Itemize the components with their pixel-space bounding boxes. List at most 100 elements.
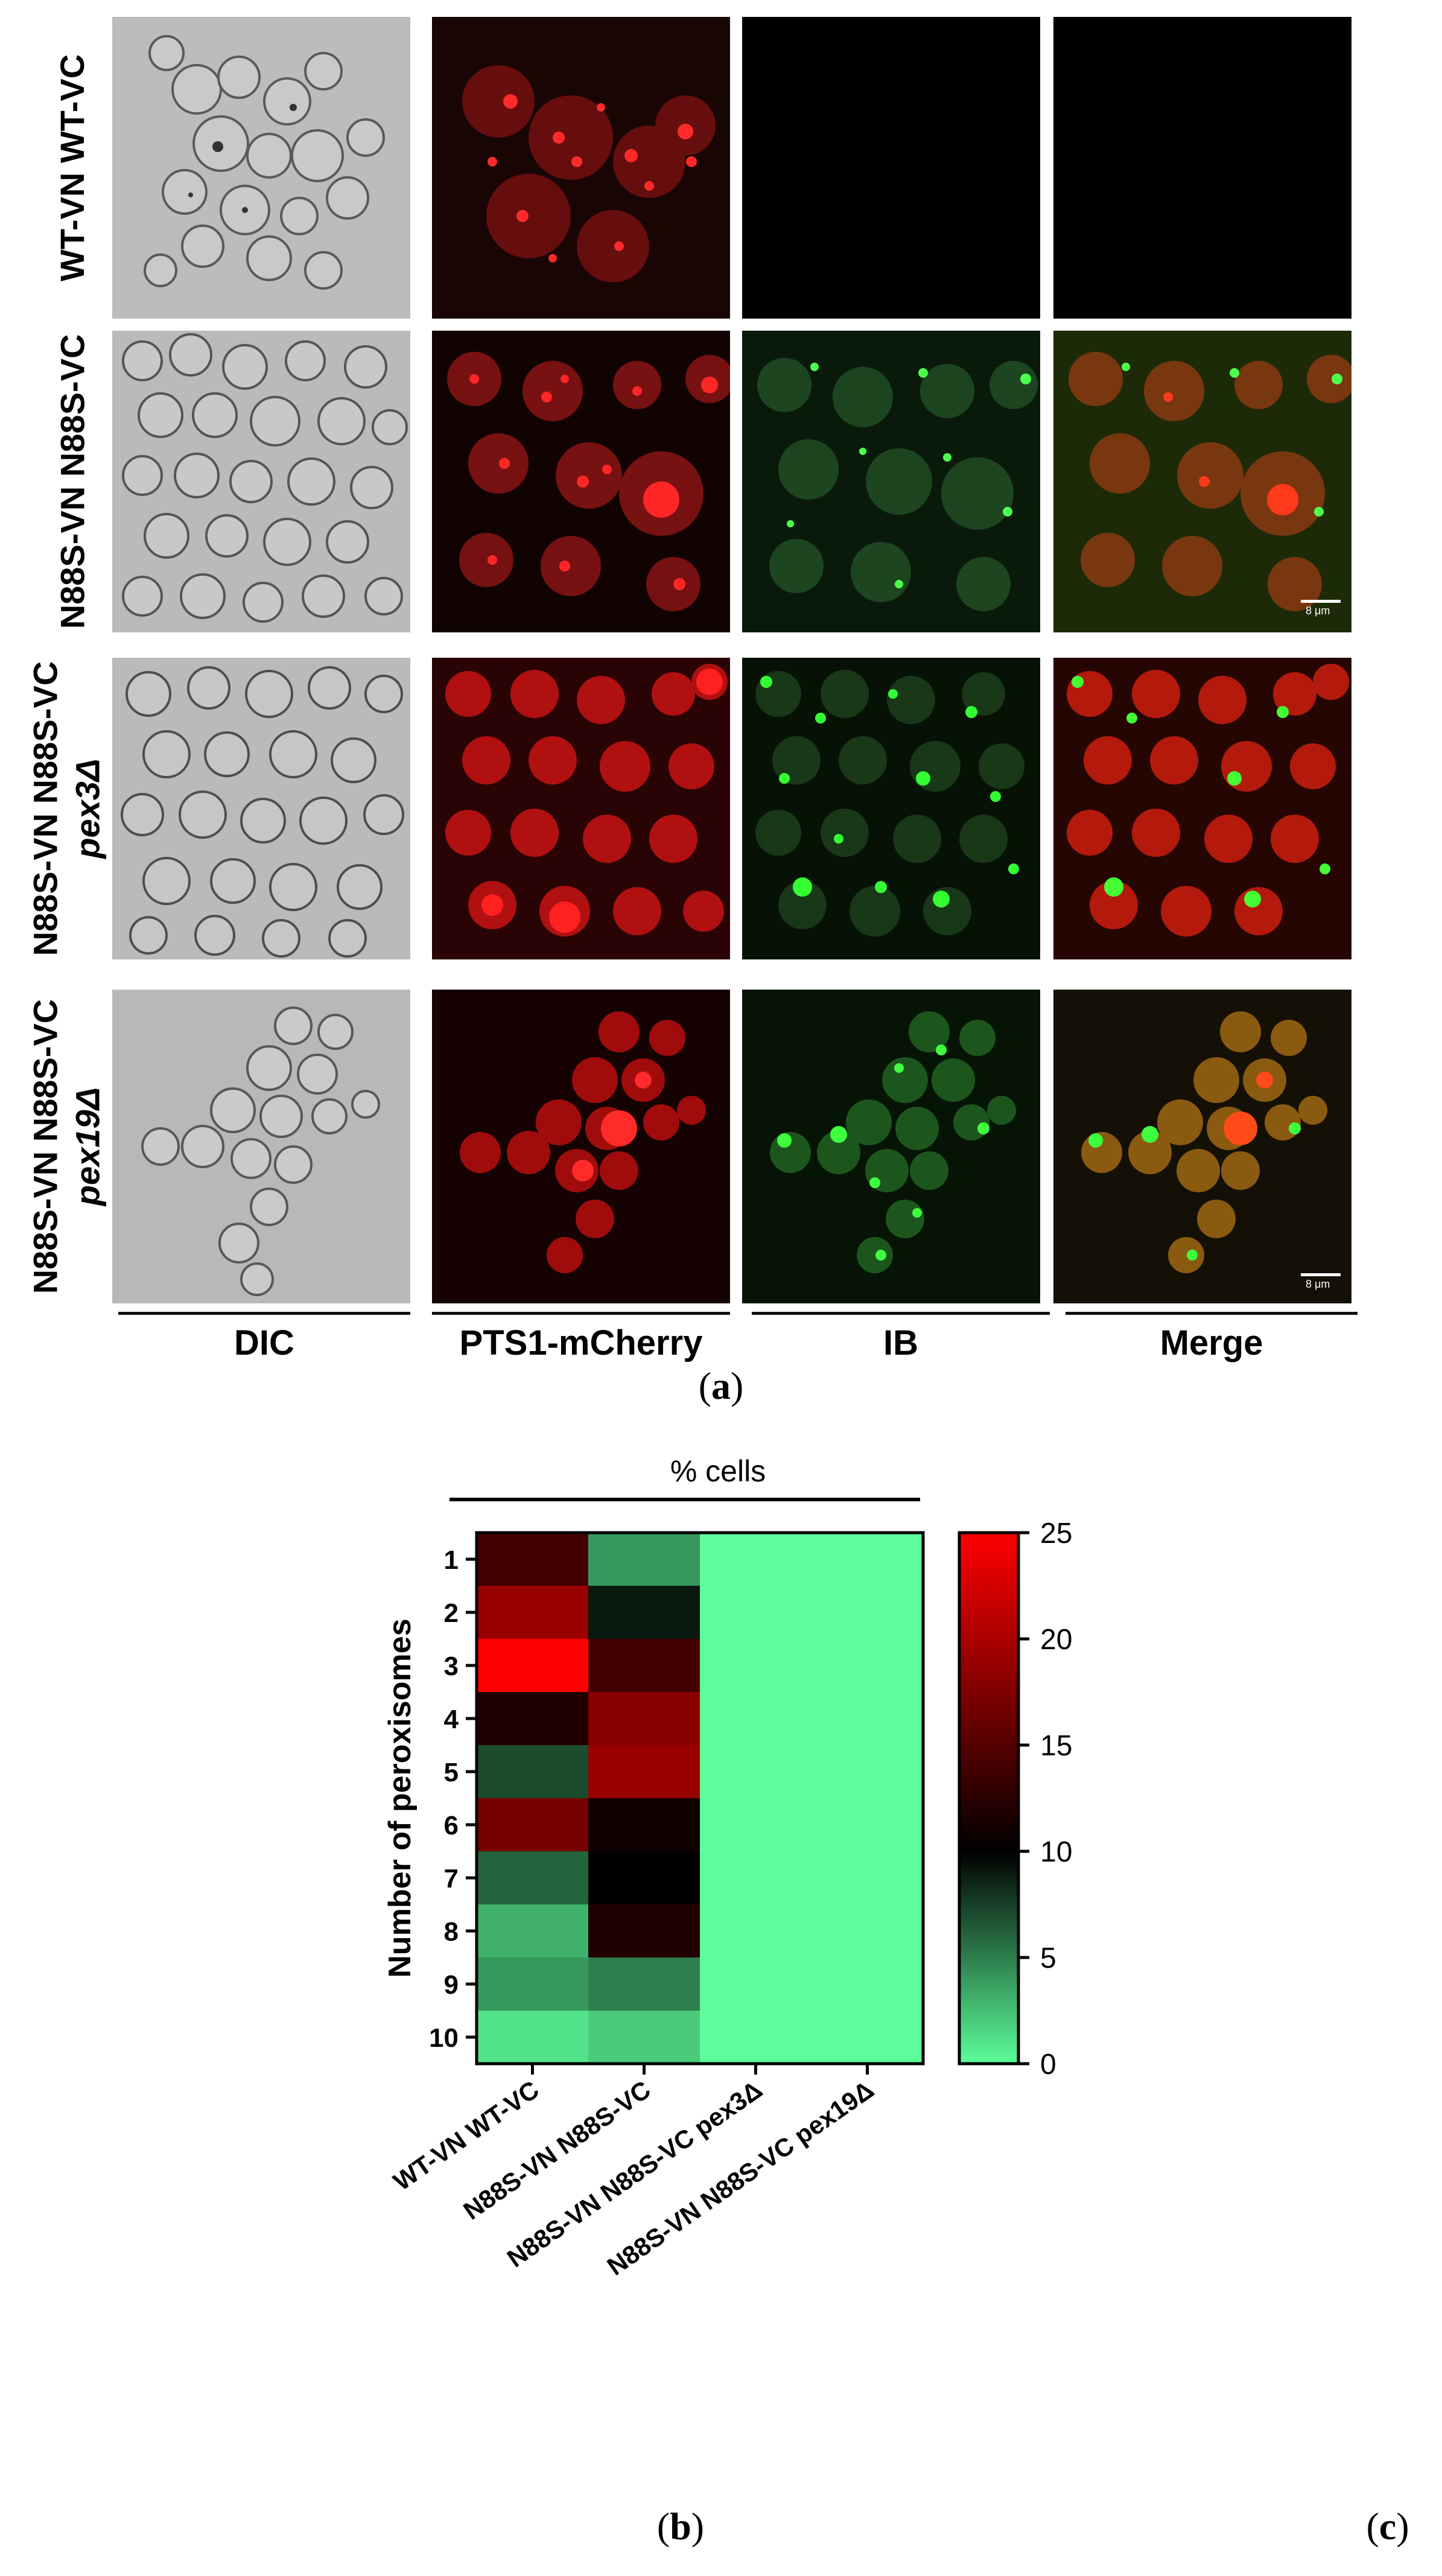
heatmap-cell xyxy=(477,1745,589,1799)
heatmap-cell xyxy=(700,1533,812,1586)
colorbar-tick-label: 25 xyxy=(1040,1518,1072,1550)
heatmap-cell xyxy=(477,1639,589,1693)
micrograph-pex3-ib xyxy=(742,658,1040,959)
heatmap-cell xyxy=(477,1586,589,1639)
ib-green-image xyxy=(742,331,1040,632)
scale-bar xyxy=(1301,600,1341,603)
micrograph-wt-ib xyxy=(742,17,1040,319)
micrograph-pex19-pts1 xyxy=(432,990,730,1303)
heatmap-cell xyxy=(588,2011,700,2064)
panel-label-b: (b) xyxy=(656,2505,705,2548)
heatmap-cell xyxy=(812,1904,924,1958)
micrograph-wt-merge xyxy=(1053,17,1351,319)
heatmap-cell xyxy=(700,1745,812,1799)
heatmap-cell xyxy=(812,1692,924,1746)
row-label-3-line1: N88S-VN N88S-VC xyxy=(26,661,65,956)
column-label-merge: Merge xyxy=(1160,1323,1263,1363)
micrograph-n88s-ib xyxy=(742,331,1040,632)
colorbar-tick-label: 15 xyxy=(1040,1730,1072,1762)
micrograph-pex19-merge: 8 μm xyxy=(1053,990,1351,1303)
row-label-1-line1: WT-VN WT-VC xyxy=(53,54,92,282)
x-tick-label: N88S-VN N88S-VC xyxy=(459,2075,656,2225)
heatmap-cell xyxy=(588,1745,700,1799)
heatmap-cell xyxy=(477,2011,589,2064)
column-label-pts1: PTS1-mCherry xyxy=(459,1323,703,1363)
row-label-1: WT-VN WT-VC xyxy=(36,17,109,319)
heatmap-cell xyxy=(477,1692,589,1746)
y-tick-label: 8 xyxy=(444,1917,459,1947)
heatmap-cell xyxy=(588,1851,700,1905)
heatmap-cell xyxy=(812,1586,924,1639)
dic-cells-image xyxy=(112,658,410,959)
heatmap-cell xyxy=(812,2011,924,2064)
heatmap-cell xyxy=(588,1533,700,1586)
colorbar-tick-label: 20 xyxy=(1040,1624,1072,1656)
row-label-4: N88S-VN N88S-VC pex19Δ xyxy=(12,990,121,1303)
heatmap-cell xyxy=(588,1957,700,2011)
heatmap-cell xyxy=(477,1904,589,1958)
column-label-ib: IB xyxy=(883,1323,918,1363)
heatmap-cell xyxy=(700,1798,812,1852)
y-tick-label: 10 xyxy=(429,2023,459,2053)
panel-label-c: (c) xyxy=(1366,2505,1409,2548)
row-label-2: N88S-VN N88S-VC xyxy=(36,331,109,632)
column-line-dic xyxy=(118,1312,410,1315)
ib-green-image xyxy=(742,658,1040,959)
micrograph-n88s-merge: 8 μm xyxy=(1053,331,1351,632)
colorbar-tick-label: 0 xyxy=(1040,2049,1056,2081)
heatmap-cell xyxy=(812,1851,924,1905)
scale-bar xyxy=(1301,1273,1341,1276)
heatmap-cell xyxy=(700,1851,812,1905)
heatmap-cell xyxy=(812,1639,924,1693)
row-label-3-line2: pex3Δ xyxy=(68,758,107,859)
micrograph-pex3-pts1 xyxy=(432,658,730,959)
heatmap-cell xyxy=(588,1692,700,1746)
heatmap-cell xyxy=(812,1957,924,2011)
colorbar xyxy=(958,1531,1020,2066)
micrograph-pex3-merge xyxy=(1053,658,1351,959)
pts1-red-image xyxy=(432,331,730,632)
y-tick-label: 9 xyxy=(444,1970,459,2000)
y-tick-label: 1 xyxy=(444,1545,459,1575)
merge-image xyxy=(1053,331,1351,632)
y-tick-label: 3 xyxy=(444,1652,459,1681)
heatmap-cell xyxy=(588,1639,700,1693)
merge-image xyxy=(1053,658,1351,959)
scale-bar-label: 8 μm xyxy=(1306,1278,1330,1290)
column-label-dic: DIC xyxy=(234,1323,294,1363)
row-label-2-line1: N88S-VN N88S-VC xyxy=(53,334,92,629)
plot-frame xyxy=(475,1531,925,2066)
heatmap-cell xyxy=(588,1904,700,1958)
y-axis-label: Number of peroxisomes xyxy=(383,1618,418,1977)
row-label-4-line2: pex19Δ xyxy=(68,1087,107,1206)
colorbar-tick-label: 5 xyxy=(1040,1942,1056,1974)
heatmap-cell xyxy=(700,1586,812,1639)
micrograph-n88s-pts1 xyxy=(432,331,730,632)
heatmap-cell xyxy=(477,1851,589,1905)
heatmap-cell xyxy=(812,1745,924,1799)
chart-title: % cells xyxy=(670,1454,766,1488)
dic-cells-image xyxy=(112,331,410,632)
panel-label-a: (a) xyxy=(698,1364,744,1407)
pts1-red-image xyxy=(432,658,730,959)
row-label-4-line1: N88S-VN N88S-VC xyxy=(26,999,65,1294)
y-tick-label: 6 xyxy=(444,1811,459,1840)
row-label-3: N88S-VN N88S-VC pex3Δ xyxy=(12,658,121,959)
column-line-merge xyxy=(1066,1312,1358,1315)
y-tick-label: 5 xyxy=(444,1758,459,1787)
y-tick-label: 2 xyxy=(444,1598,459,1628)
micrograph-pex3-dic xyxy=(112,658,410,959)
pts1-red-image xyxy=(432,990,730,1303)
micrograph-wt-dic xyxy=(112,17,410,319)
dic-cells-image xyxy=(112,990,410,1303)
ib-green-image xyxy=(742,990,1040,1303)
heatmap-cell xyxy=(812,1798,924,1852)
micrograph-pex19-ib xyxy=(742,990,1040,1303)
pts1-red-image xyxy=(432,17,730,319)
heatmap-cell xyxy=(700,1639,812,1693)
heatmap-cell xyxy=(700,2011,812,2064)
heatmap-cell xyxy=(812,1533,924,1586)
micrograph-n88s-dic xyxy=(112,331,410,632)
heatmap-cell xyxy=(700,1957,812,2011)
